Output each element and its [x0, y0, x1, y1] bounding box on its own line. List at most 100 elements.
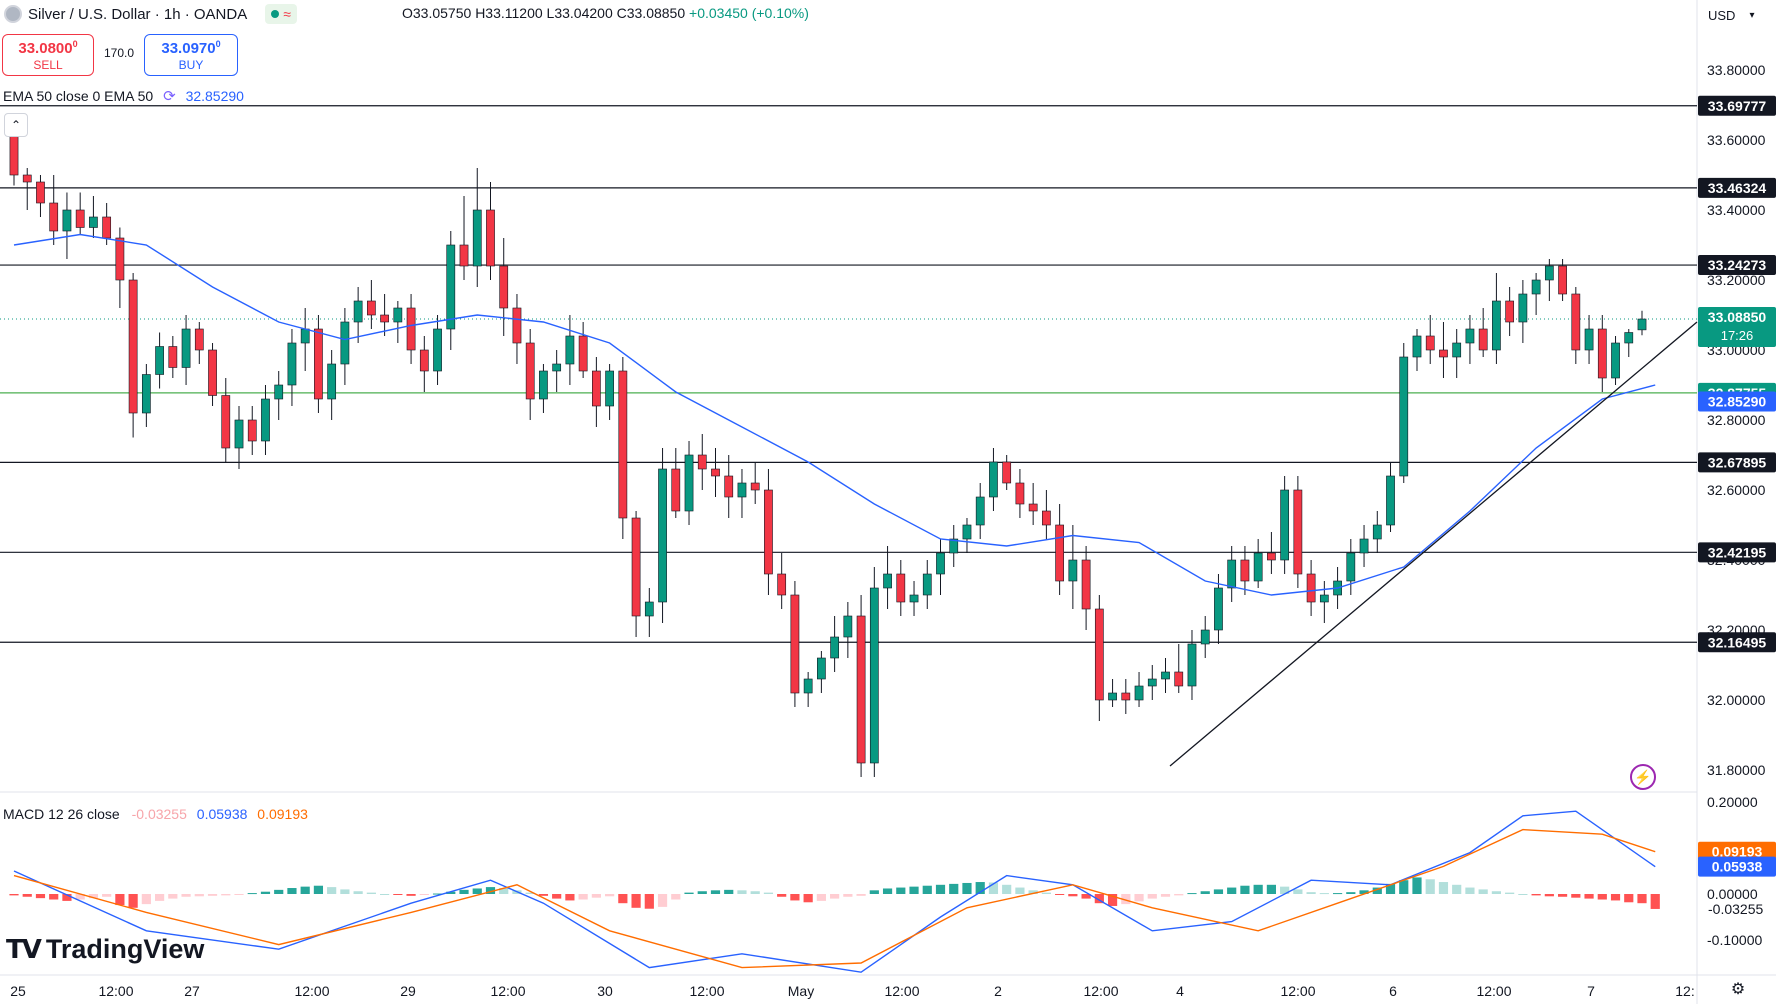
collapse-legend-icon[interactable]: ⌃: [4, 113, 28, 137]
candle[interactable]: [1121, 679, 1131, 714]
candle[interactable]: [1280, 476, 1290, 574]
macd-legend[interactable]: MACD 12 26 close -0.03255 0.05938 0.0919…: [3, 806, 308, 822]
candle[interactable]: [989, 448, 998, 511]
candle[interactable]: [261, 385, 270, 455]
candle[interactable]: [1293, 476, 1303, 588]
candle[interactable]: [406, 294, 416, 364]
symbol-title[interactable]: Silver / U.S. Dollar · 1h · OANDA ≈: [4, 4, 297, 24]
trendline[interactable]: [1169, 321, 1698, 767]
candle[interactable]: [221, 378, 231, 462]
candle[interactable]: [1611, 336, 1620, 385]
candle[interactable]: [750, 462, 760, 504]
candle[interactable]: [896, 560, 906, 616]
candle[interactable]: [724, 455, 734, 518]
candle[interactable]: [1174, 644, 1184, 693]
candle[interactable]: [1319, 581, 1329, 623]
candle[interactable]: [962, 518, 972, 553]
candle[interactable]: [883, 546, 892, 609]
candle[interactable]: [22, 168, 32, 210]
candle[interactable]: [869, 567, 879, 777]
candle[interactable]: [274, 371, 284, 420]
candle[interactable]: [155, 332, 164, 389]
candle[interactable]: [817, 651, 826, 693]
candle[interactable]: [446, 231, 456, 350]
candle[interactable]: [380, 294, 389, 336]
candle[interactable]: [314, 315, 323, 413]
candle[interactable]: [234, 406, 244, 469]
candle[interactable]: [790, 581, 800, 707]
candle[interactable]: [168, 336, 178, 378]
candle[interactable]: [1412, 329, 1422, 371]
candle[interactable]: [1637, 310, 1647, 336]
candle[interactable]: [1584, 315, 1594, 364]
candle[interactable]: [1015, 469, 1025, 518]
candle[interactable]: [605, 364, 614, 420]
candle[interactable]: [1452, 329, 1462, 378]
candle[interactable]: [1253, 539, 1263, 588]
candle[interactable]: [486, 182, 495, 280]
candle[interactable]: [684, 441, 694, 525]
candle[interactable]: [1214, 574, 1223, 644]
candle[interactable]: [181, 315, 191, 385]
candle[interactable]: [1108, 679, 1117, 707]
candle[interactable]: [1081, 546, 1091, 630]
candle[interactable]: [472, 168, 482, 287]
candle[interactable]: [1094, 595, 1104, 721]
candle[interactable]: [631, 511, 641, 637]
candle[interactable]: [764, 469, 773, 595]
candle[interactable]: [909, 581, 919, 616]
candle[interactable]: [36, 175, 45, 217]
candle[interactable]: [949, 525, 959, 567]
candle[interactable]: [1425, 315, 1435, 364]
currency-selector[interactable]: USD ▾: [1708, 7, 1755, 23]
candle[interactable]: [1571, 287, 1581, 364]
candle[interactable]: [128, 273, 138, 438]
candle[interactable]: [247, 406, 257, 455]
candle[interactable]: [49, 175, 59, 245]
sell-button[interactable]: 33.08000 SELL: [2, 34, 94, 76]
candle[interactable]: [592, 357, 601, 427]
candle[interactable]: [208, 343, 217, 406]
candle[interactable]: [1597, 315, 1607, 392]
candle[interactable]: [539, 364, 548, 413]
candle[interactable]: [499, 238, 509, 336]
candle[interactable]: [1028, 483, 1038, 525]
candle[interactable]: [1478, 308, 1488, 357]
candle[interactable]: [1267, 532, 1276, 574]
candle[interactable]: [618, 357, 628, 539]
candle[interactable]: [1558, 259, 1567, 301]
candle[interactable]: [62, 192, 72, 260]
candle[interactable]: [327, 350, 337, 420]
candle[interactable]: [1187, 630, 1197, 700]
candle[interactable]: [194, 322, 204, 364]
candle[interactable]: [459, 196, 469, 280]
candle[interactable]: [1386, 462, 1395, 532]
candle[interactable]: [419, 336, 429, 392]
candle[interactable]: [433, 315, 442, 385]
candle[interactable]: [1492, 273, 1501, 364]
candle[interactable]: [936, 539, 945, 595]
candle[interactable]: [1161, 658, 1170, 693]
candle[interactable]: [922, 560, 932, 609]
candle[interactable]: [1346, 539, 1356, 595]
refresh-icon[interactable]: ⟳: [163, 88, 176, 105]
candle[interactable]: [512, 294, 522, 364]
candle[interactable]: [1227, 546, 1237, 602]
settings-gear-icon[interactable]: ⚙: [1730, 981, 1746, 998]
candle[interactable]: [1372, 511, 1382, 553]
lightning-alert-icon[interactable]: ⚡: [1628, 762, 1658, 792]
candle[interactable]: [565, 315, 575, 385]
candle[interactable]: [1359, 525, 1369, 567]
candle[interactable]: [1306, 560, 1316, 616]
candle[interactable]: [1439, 322, 1448, 378]
candle[interactable]: [803, 672, 813, 707]
candle[interactable]: [1544, 259, 1554, 301]
candle[interactable]: [115, 227, 125, 309]
candle[interactable]: [353, 287, 363, 343]
candle[interactable]: [578, 322, 588, 378]
candle[interactable]: [658, 448, 667, 623]
candle[interactable]: [697, 434, 707, 490]
tradingview-logo[interactable]: 𝗧𝗩 TradingView: [6, 934, 205, 964]
candle[interactable]: [711, 448, 720, 497]
candle[interactable]: [1042, 490, 1051, 539]
